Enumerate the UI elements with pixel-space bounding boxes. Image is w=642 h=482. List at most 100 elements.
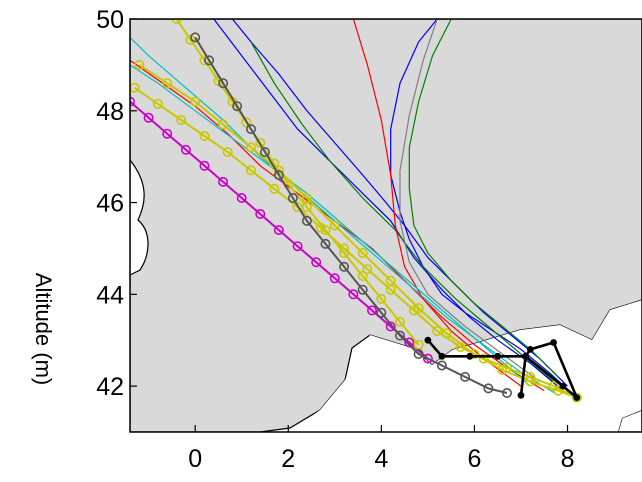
- series-13-point: [376, 293, 387, 304]
- series-13-point: [241, 117, 252, 128]
- series-1: [231, 19, 568, 387]
- series-12: [134, 59, 582, 403]
- series-10-point: [255, 209, 266, 220]
- series-14: [190, 32, 512, 398]
- series-4: [250, 41, 554, 382]
- series-15-point: [424, 336, 432, 344]
- series-15-point: [550, 339, 557, 346]
- series-11-point: [478, 353, 489, 364]
- series-14-point: [273, 170, 284, 181]
- series-15-point: [494, 352, 502, 360]
- series-11-point: [176, 115, 187, 126]
- series-14-point: [483, 383, 494, 394]
- series-10-point: [236, 193, 247, 204]
- series-14-point: [436, 360, 447, 371]
- series-11-point: [222, 147, 233, 158]
- map-background: [130, 19, 642, 432]
- series-12-point: [190, 96, 201, 107]
- series-12-point: [357, 248, 368, 259]
- series-12-point: [134, 59, 145, 70]
- series-10-point: [273, 225, 284, 236]
- series-9-line: [399, 19, 540, 382]
- series-10-point: [404, 337, 415, 348]
- series-11-point: [269, 183, 280, 194]
- series-14-point: [232, 101, 243, 112]
- series-14-point: [246, 124, 257, 135]
- series-12-point: [441, 328, 452, 339]
- series-8: [130, 64, 531, 387]
- series-13-point: [301, 202, 312, 213]
- land-sardinia: [617, 409, 642, 432]
- series-15-point: [522, 352, 529, 360]
- series-13-point: [394, 316, 405, 327]
- series-15-point: [466, 352, 474, 360]
- series-12-point: [497, 364, 508, 375]
- series-12-point: [385, 275, 396, 286]
- series-15-point: [438, 352, 446, 360]
- plot-frame: [129, 18, 642, 433]
- series-10-point: [199, 160, 210, 171]
- series-3-line: [408, 19, 559, 378]
- series-15-point: [559, 382, 567, 390]
- series-2-line: [213, 19, 564, 392]
- series-1-line: [231, 19, 568, 387]
- y-tick-label: 42: [96, 373, 124, 401]
- series-12-point: [525, 376, 536, 387]
- series-14-point: [301, 215, 312, 226]
- series-12-point: [413, 303, 424, 314]
- series-15-point: [573, 394, 581, 401]
- series-11-point: [362, 264, 373, 275]
- series-11-point: [432, 325, 443, 336]
- series-15: [424, 336, 581, 401]
- y-axis-label: Altitude (m): [31, 273, 56, 385]
- series-14-point: [460, 371, 471, 382]
- series-2: [213, 19, 564, 392]
- series-11-point: [199, 131, 210, 142]
- series-10-point: [311, 257, 322, 268]
- series-10-point: [162, 128, 173, 139]
- series-12-point: [246, 142, 257, 153]
- series-13-line: [175, 19, 420, 346]
- series-10-point: [422, 353, 433, 364]
- series-12-point: [329, 220, 340, 231]
- series-10-point: [218, 176, 229, 187]
- series-10-point: [366, 305, 377, 316]
- series-0-line: [390, 19, 578, 399]
- y-tick-label: 46: [96, 190, 124, 218]
- series-13-point: [413, 339, 424, 350]
- series-12-point: [162, 78, 173, 89]
- series-14-point: [190, 32, 201, 43]
- x-tick-label: 4: [374, 445, 388, 473]
- series-14-point: [376, 307, 387, 318]
- x-axis: 0 2 4 6 8: [188, 425, 574, 473]
- y-tick-label: 50: [96, 6, 124, 34]
- y-tick-label: 48: [96, 98, 124, 126]
- series-14-point: [204, 55, 215, 66]
- series-14-point: [501, 387, 512, 398]
- series-13-point: [320, 225, 331, 236]
- series-14-point: [394, 330, 405, 341]
- series-14-line: [194, 36, 508, 394]
- series-14-point: [413, 348, 424, 359]
- series-11-point: [408, 305, 419, 316]
- series-14-point: [259, 147, 270, 158]
- series-12-point: [571, 392, 582, 403]
- series-12-point: [218, 119, 229, 130]
- series-3: [408, 19, 559, 378]
- series-11-point: [246, 165, 257, 176]
- y-axis: 42 44 46 48 50: [96, 6, 137, 401]
- y-tick-label: 44: [96, 281, 124, 309]
- series-13-point: [171, 19, 182, 24]
- series-12-point: [553, 385, 564, 396]
- sea-biscay: [130, 159, 149, 276]
- series-14-point: [357, 284, 368, 295]
- series-13-point: [339, 248, 350, 259]
- series-13-point: [255, 137, 266, 148]
- series-14-point: [287, 193, 298, 204]
- series-11-point: [292, 202, 303, 213]
- series-15-point: [526, 345, 534, 353]
- series-10-point: [292, 241, 303, 252]
- series-5-line: [352, 19, 522, 387]
- sea-mediterranean: [290, 300, 642, 432]
- series-13-point: [185, 34, 196, 45]
